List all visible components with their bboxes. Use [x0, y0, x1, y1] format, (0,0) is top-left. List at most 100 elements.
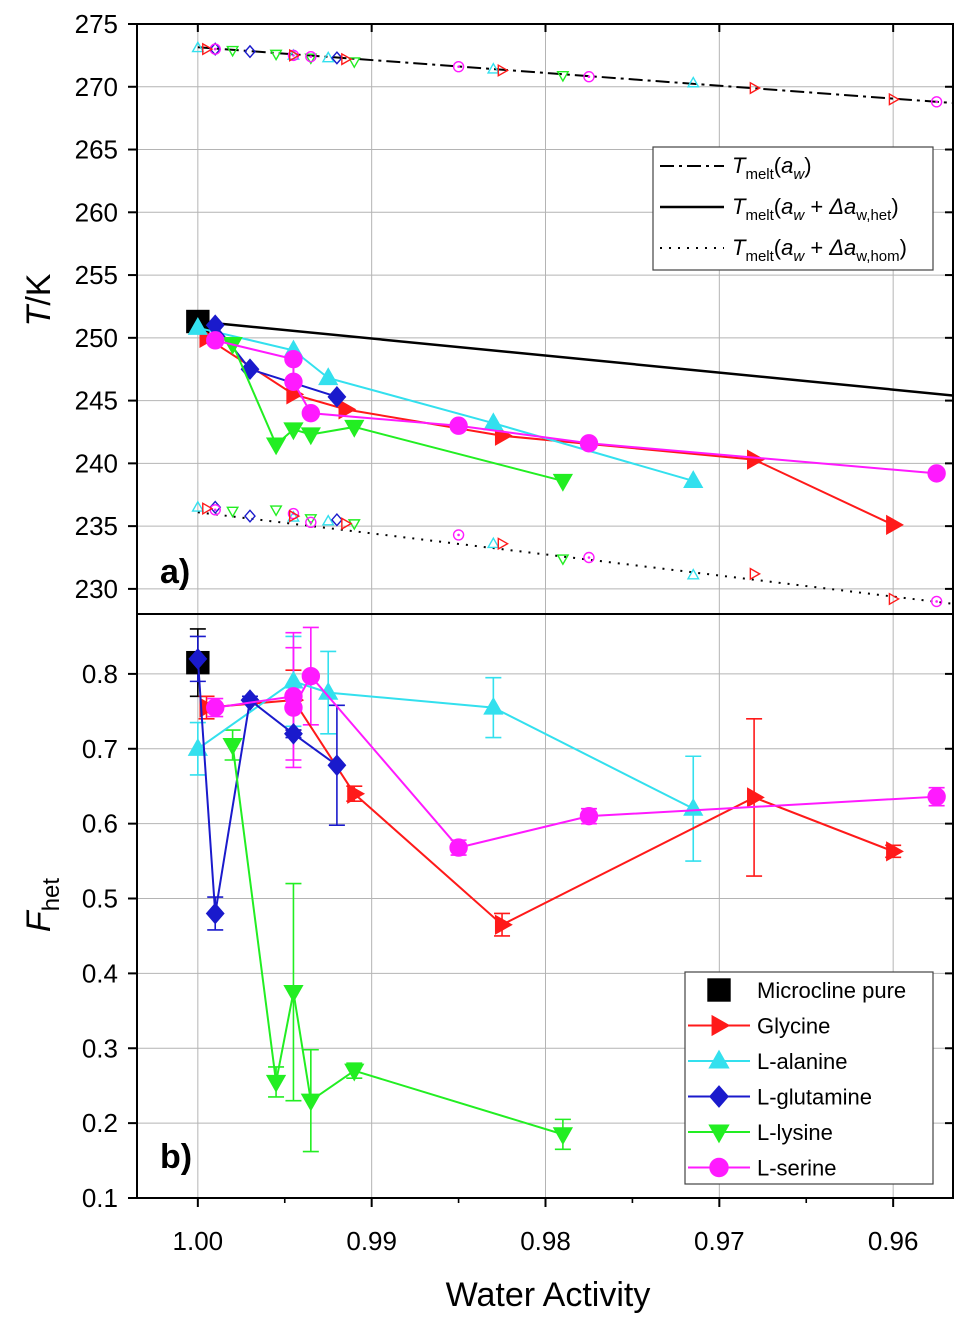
open-marker-dot-hom-3-2 [309, 521, 313, 524]
open-marker-hom-4-5 [888, 592, 901, 606]
series-a-point-5-5 [579, 434, 599, 453]
open-marker-melt-2-2 [304, 53, 318, 65]
open-marker-hom-1-1 [244, 509, 256, 523]
legend-a-part-2-3: a [781, 235, 793, 260]
open-marker-melt-1-0 [209, 42, 222, 56]
series-b-point-3-1 [205, 902, 225, 925]
open-marker-melt-2-4 [556, 71, 570, 83]
series-b-line-5 [215, 674, 937, 849]
panel-b-label: b) [160, 1138, 192, 1176]
open-marker-hom-2-0 [226, 506, 240, 518]
ya-tick-label-9: 275 [75, 9, 118, 39]
series-b-point-5-0 [206, 698, 225, 717]
yb-tick-label-1: 0.2 [82, 1108, 118, 1138]
open-marker-dot-melt-3-3 [457, 65, 460, 68]
series-a-line-4 [231, 343, 564, 482]
series-a-point-2-2 [318, 367, 339, 386]
axis-ticks: 1.00 0.99 0.98 0.97 0.96 230 235 240 245 250 255 26… [75, 9, 954, 1256]
legend-b-label-1: Glycine [757, 1014, 830, 1039]
series-b-point-1-3 [494, 914, 513, 935]
grid-lines [137, 23, 954, 1199]
series-b-point-5-3 [301, 666, 321, 686]
series-b-point-3-4 [327, 754, 347, 777]
legend-a-label-1: Tmelt(aw + Δaw,het) [732, 194, 899, 224]
series-b-point-4-3 [300, 1093, 321, 1112]
legend-b-label-0: Microcline pure [757, 978, 906, 1003]
open-marker-dot-hom-3-0 [213, 508, 217, 512]
series-a-point-1-5 [886, 514, 904, 535]
series-b-point-3-2 [240, 689, 260, 711]
series-b-line-4 [231, 744, 564, 1136]
legend-a-part-0-2: ( [774, 153, 782, 178]
open-marker-hom-4-0 [202, 502, 214, 516]
legend-b-label-2: L-alanine [757, 1049, 848, 1074]
legend-b-marker-3 [709, 1085, 729, 1108]
x-tick-label-0: 1.00 [173, 1226, 224, 1256]
line-tmelt_hom [197, 511, 954, 605]
open-marker-melt-1-1 [244, 44, 256, 59]
series-b-point-1-2 [347, 783, 366, 804]
open-marker-melt-4-1 [288, 48, 301, 62]
legend-a-part-1-0: T [732, 194, 747, 219]
yb-tick-label-4: 0.5 [82, 884, 118, 914]
series-b-point-5-6 [927, 787, 946, 806]
yb-tick-label-3: 0.4 [82, 958, 118, 988]
ya-tick-label-5: 255 [75, 260, 118, 290]
ya-tick-label-4: 250 [75, 323, 118, 353]
series-a-point-1-2 [338, 399, 357, 420]
legend-b-marker-0 [707, 978, 731, 1002]
legend-b-marker-5 [709, 1157, 729, 1178]
series-a-point-5-3 [301, 403, 321, 423]
open-marker-dot-hom-3-4 [587, 556, 591, 559]
open-marker-melt-0-4 [686, 76, 700, 88]
yb-tick-label-5: 0.6 [82, 809, 118, 839]
x-axis-title: Water Activity [446, 1276, 651, 1314]
open-marker-hom-2-4 [556, 554, 570, 566]
legend-a-part-1-5: + [804, 194, 829, 219]
open-marker-hom-4-1 [288, 509, 301, 523]
legend-a-part-1-7: w,het [855, 207, 892, 224]
open-marker-hom-0-0 [191, 500, 205, 512]
legend-b-label-5: L-serine [757, 1156, 836, 1181]
legend-a-part-2-7: w,hom [855, 248, 899, 265]
x-tick-label-3: 0.97 [694, 1226, 745, 1256]
panel-a-series [186, 40, 946, 608]
open-marker-melt-3-5 [930, 96, 943, 108]
open-marker-hom-2-1 [269, 505, 283, 517]
open-marker-dot-hom-3-5 [935, 600, 938, 603]
y-axis-title-a-unit: K [20, 273, 58, 296]
yb-tick-label-2: 0.3 [82, 1033, 118, 1063]
series-a-point-5-4 [449, 416, 468, 435]
legend-b-marker-2 [708, 1049, 730, 1069]
open-marker-melt-3-0 [209, 43, 221, 55]
series-a-point-5-0 [206, 331, 225, 350]
series-b-point-2-4 [683, 797, 704, 816]
legend-b-marker-1 [711, 1014, 731, 1037]
legend-a-part-0-1: melt [745, 166, 774, 183]
open-marker-dot-hom-3-3 [457, 533, 460, 537]
legend-a-part-1-4: w [793, 207, 805, 224]
legend-a-part-1-6: Δa [828, 194, 856, 219]
legend-b-label-4: L-lysine [757, 1120, 833, 1145]
series-b-point-4-4 [344, 1063, 365, 1082]
legend-a-part-2-5: + [804, 235, 829, 260]
ya-tick-label-2: 240 [75, 448, 118, 478]
open-marker-hom-2-2 [304, 514, 318, 526]
legend-a-part-1-3: a [781, 194, 793, 219]
legend-a-part-2-0: T [732, 235, 747, 260]
series-a-point-2-0 [187, 317, 208, 335]
series-b-line-2 [197, 680, 694, 810]
legend-b-marker-4 [708, 1124, 730, 1144]
series-b-point-4-2 [283, 985, 304, 1003]
y-axis-title-a: T/K [20, 273, 58, 326]
open-marker-melt-0-3 [486, 62, 500, 74]
series-a-point-4-4 [344, 419, 365, 438]
open-marker-melt-3-4 [583, 71, 595, 83]
open-marker-melt-3-2 [305, 50, 317, 63]
series-a-line-5 [214, 339, 937, 475]
ya-tick-label-3: 245 [75, 386, 118, 416]
ya-tick-label-0: 230 [75, 574, 118, 604]
series-a-point-5-1 [284, 349, 303, 369]
open-marker-dot-melt-3-1 [292, 54, 295, 57]
